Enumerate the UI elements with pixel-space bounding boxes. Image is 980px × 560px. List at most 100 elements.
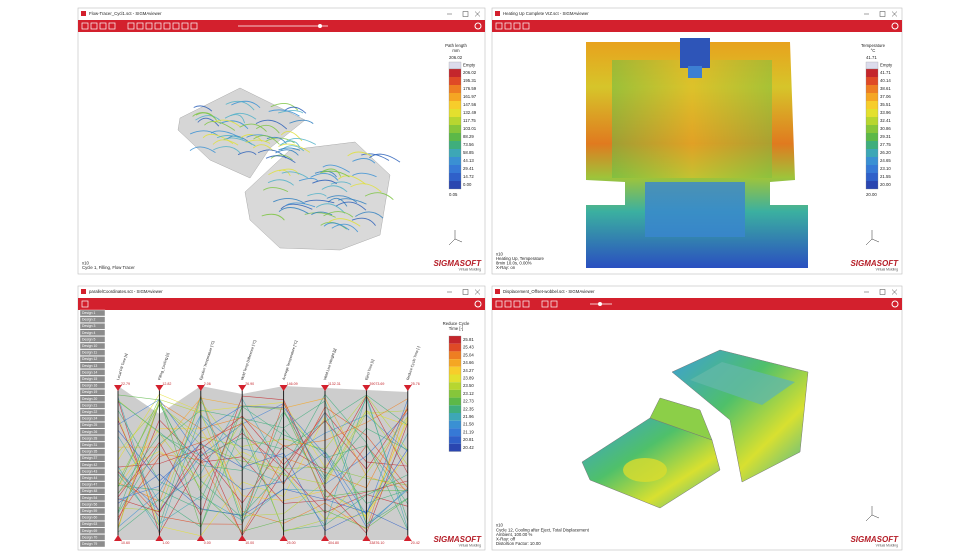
design-button[interactable]: [79, 369, 106, 376]
design-button[interactable]: [79, 521, 106, 528]
design-button[interactable]: [79, 395, 106, 402]
design-button[interactable]: [79, 389, 106, 396]
pc-axis-bottom-marker[interactable]: [321, 535, 329, 541]
pc-axis-bottom-marker[interactable]: [196, 535, 205, 541]
pc-axis-bottom: 404.80: [328, 541, 339, 545]
design-button[interactable]: [79, 323, 106, 330]
flow-streak: [284, 106, 307, 114]
close-button[interactable]: [891, 289, 898, 295]
toolbar-button[interactable]: [550, 300, 558, 308]
toolbar-button[interactable]: [81, 22, 89, 30]
design-button[interactable]: [79, 481, 106, 488]
toolbar-button[interactable]: [190, 22, 198, 30]
design-button[interactable]: [79, 435, 106, 442]
design-button[interactable]: [79, 342, 106, 350]
design-button[interactable]: [79, 455, 106, 462]
design-button[interactable]: [79, 540, 106, 548]
design-button[interactable]: [79, 356, 106, 363]
design-button[interactable]: [79, 329, 106, 336]
design-button[interactable]: [79, 461, 106, 468]
toolbar-button[interactable]: [108, 22, 116, 30]
design-button[interactable]: [79, 494, 106, 501]
toolbar-button[interactable]: [145, 22, 153, 30]
toolbar-button[interactable]: [181, 22, 189, 30]
toolbar-button[interactable]: [90, 22, 98, 30]
design-button[interactable]: [79, 501, 106, 508]
design-button[interactable]: [79, 422, 106, 429]
pc-axis-top-marker[interactable]: [114, 385, 122, 391]
design-button[interactable]: [79, 349, 106, 356]
design-button[interactable]: [79, 362, 106, 369]
toolbar-button[interactable]: [541, 300, 549, 308]
toolbar-button[interactable]: [99, 22, 107, 30]
flow-streak: [268, 169, 291, 177]
pc-axis-bottom-marker[interactable]: [279, 535, 288, 541]
maximize-button[interactable]: [462, 289, 469, 295]
pc-axis-bottom-marker[interactable]: [155, 535, 164, 541]
design-button[interactable]: [79, 375, 106, 383]
pc-axis-bottom-marker[interactable]: [403, 535, 412, 541]
design-button[interactable]: [79, 316, 106, 323]
design-button[interactable]: [79, 448, 106, 455]
pc-axis-top-marker[interactable]: [279, 385, 288, 391]
legend-cell: [449, 133, 461, 141]
pc-axis-top-marker[interactable]: [362, 385, 371, 391]
design-label: Design 70: [82, 535, 97, 539]
toolbar-button[interactable]: [513, 300, 521, 308]
toolbar-button[interactable]: [154, 22, 162, 30]
design-button[interactable]: [79, 468, 106, 475]
pc-axis-top-marker[interactable]: [238, 385, 247, 391]
settings-button[interactable]: [474, 22, 482, 30]
toolbar-button[interactable]: [163, 22, 171, 30]
pc-axis-top-marker[interactable]: [196, 385, 205, 391]
toolbar-button[interactable]: [504, 22, 512, 30]
design-button[interactable]: [79, 309, 106, 317]
slider-handle[interactable]: [598, 302, 602, 306]
pc-line: [117, 397, 408, 529]
toolbar-button[interactable]: [136, 22, 144, 30]
design-button[interactable]: [79, 514, 106, 521]
legend-cell: [449, 77, 461, 85]
design-button[interactable]: [79, 527, 106, 534]
maximize-button[interactable]: [879, 11, 886, 17]
pc-axis-top-marker[interactable]: [321, 385, 329, 391]
flow-streak: [256, 124, 280, 134]
slider-handle[interactable]: [318, 24, 322, 28]
toolbar-button[interactable]: [81, 300, 89, 308]
close-button[interactable]: [474, 11, 481, 17]
toolbar-button[interactable]: [513, 22, 521, 30]
settings-button[interactable]: [891, 22, 899, 30]
close-button[interactable]: [474, 289, 481, 295]
pc-axis-top-marker[interactable]: [155, 385, 164, 391]
design-button[interactable]: [79, 336, 106, 343]
settings-button[interactable]: [474, 300, 482, 308]
design-button[interactable]: [79, 402, 106, 409]
pc-axis-bottom-marker[interactable]: [362, 535, 371, 541]
design-button[interactable]: [79, 428, 106, 435]
design-button[interactable]: [79, 441, 106, 449]
settings-button[interactable]: [891, 300, 899, 308]
design-button[interactable]: [79, 474, 106, 482]
toolbar-button[interactable]: [522, 22, 530, 30]
toolbar-button[interactable]: [495, 300, 503, 308]
design-button[interactable]: [79, 415, 106, 422]
pc-axis-bottom-marker[interactable]: [114, 535, 122, 541]
design-button[interactable]: [79, 488, 106, 495]
maximize-button[interactable]: [462, 11, 469, 17]
toolbar-button[interactable]: [127, 22, 135, 30]
pc-axis-bottom-marker[interactable]: [238, 535, 247, 541]
design-button[interactable]: [79, 408, 106, 416]
toolbar-button[interactable]: [504, 300, 512, 308]
flow-streak: [304, 212, 336, 218]
toolbar-button[interactable]: [522, 300, 530, 308]
maximize-button[interactable]: [879, 289, 886, 295]
design-button[interactable]: [79, 534, 106, 541]
design-button[interactable]: [79, 507, 106, 515]
close-button[interactable]: [891, 11, 898, 17]
flow-streak: [231, 100, 261, 108]
toolbar-button[interactable]: [495, 22, 503, 30]
pc-axis-top-marker[interactable]: [403, 385, 412, 391]
legend-cell: [449, 181, 461, 189]
design-button[interactable]: [79, 382, 106, 389]
toolbar-button[interactable]: [172, 22, 180, 30]
